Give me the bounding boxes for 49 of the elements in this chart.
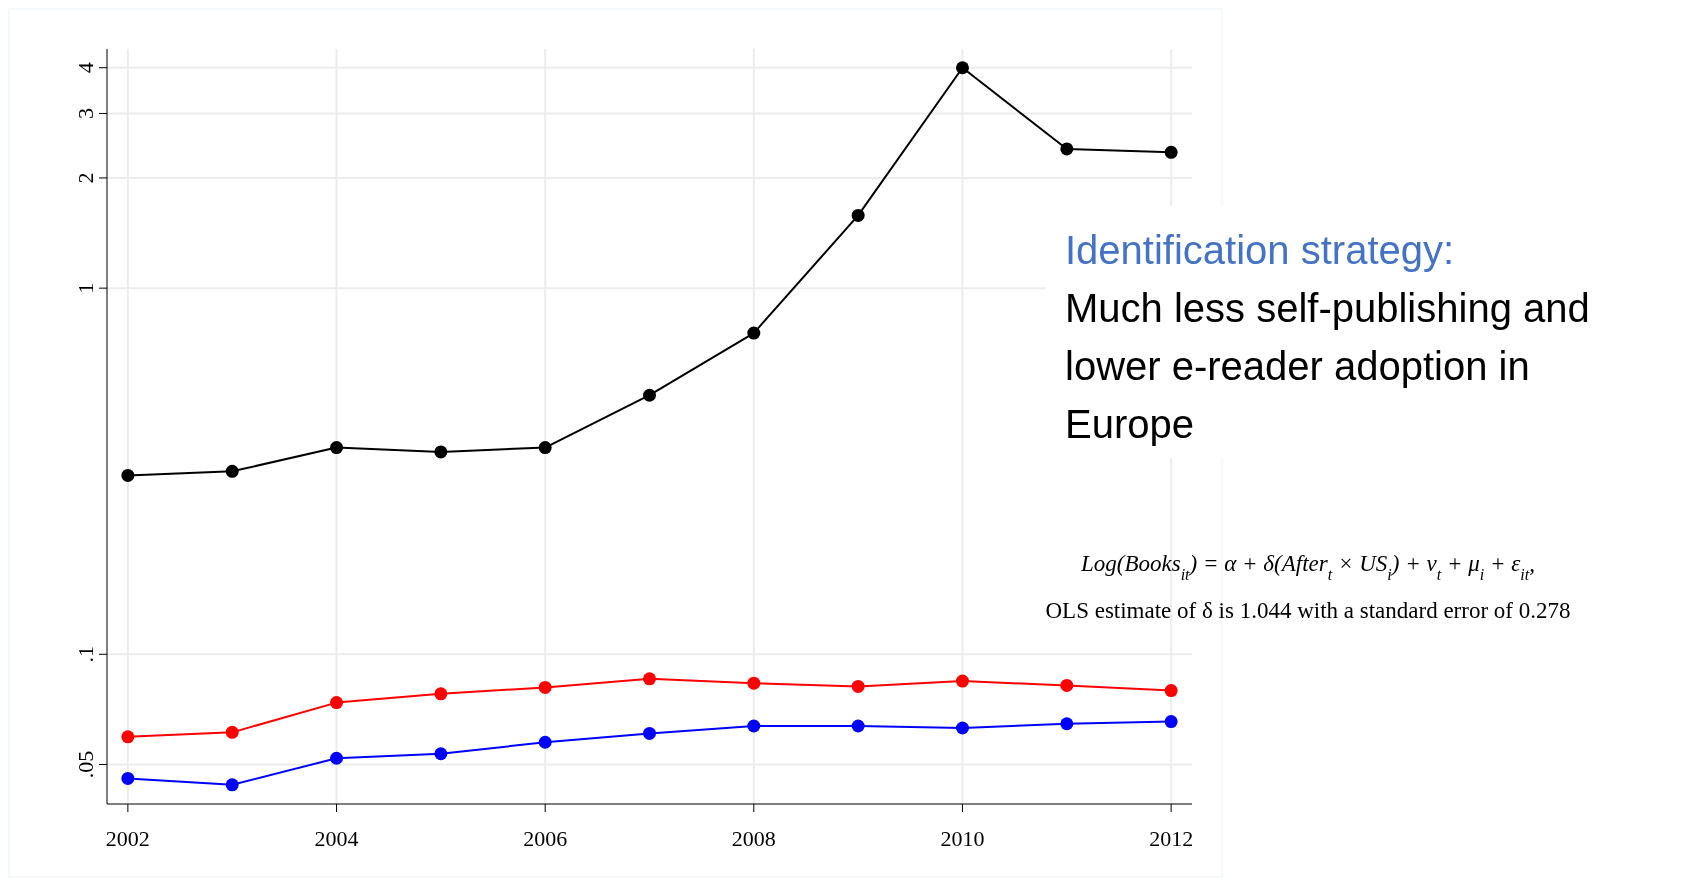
point [851, 719, 865, 733]
y-tick-label: 4 [73, 62, 98, 74]
point [121, 468, 135, 482]
annotation: OLS estimate of δ is 1.044 with a standard error of 0.278 [1045, 598, 1571, 623]
point [955, 721, 969, 735]
point [1164, 145, 1178, 159]
annotation: Much less self-publishing and lower e-reader adoption in Europe [1065, 286, 1590, 446]
x-tick-label: 2006 [523, 826, 568, 851]
point [225, 725, 239, 739]
point [643, 388, 656, 402]
annotation: Identification strategy: [1065, 228, 1455, 272]
point [747, 676, 761, 690]
y-tick-label: .05 [73, 750, 98, 779]
point [851, 208, 865, 222]
point [851, 679, 865, 693]
y-tick-label: .1 [73, 646, 98, 663]
x-tick-label: 2012 [1149, 826, 1194, 851]
point [643, 726, 656, 740]
point [121, 771, 135, 785]
y-tick-label: 3 [73, 107, 98, 119]
point [434, 445, 448, 459]
text: Log(Books$_{it}$) = α + δ(After$_{t}$ × US$_{i}$) + ν$_{t}$ + μ$_{i}$ + ε$_{it}$, [1080, 551, 1536, 583]
point [1060, 678, 1074, 692]
point [330, 751, 344, 765]
point [955, 674, 969, 688]
point [1164, 715, 1178, 729]
point [538, 735, 552, 749]
y-tick-label: 1 [73, 282, 98, 294]
point [538, 680, 552, 694]
point [538, 441, 552, 455]
point [1164, 684, 1178, 698]
x-tick-label: 2004 [314, 826, 359, 851]
point [330, 441, 344, 455]
x-tick-label: 2010 [940, 826, 985, 851]
point [747, 719, 761, 733]
point [955, 61, 969, 75]
point [225, 464, 239, 478]
point [121, 730, 135, 744]
point [1060, 717, 1074, 731]
point [434, 747, 448, 761]
x-tick-label: 2002 [105, 826, 150, 851]
y-tick-label: 2 [73, 172, 98, 184]
point [434, 687, 448, 701]
x-tick-label: 2008 [731, 826, 776, 851]
point [747, 326, 761, 340]
point [225, 778, 239, 792]
point [643, 672, 656, 686]
point [1060, 142, 1074, 156]
point [330, 696, 344, 710]
